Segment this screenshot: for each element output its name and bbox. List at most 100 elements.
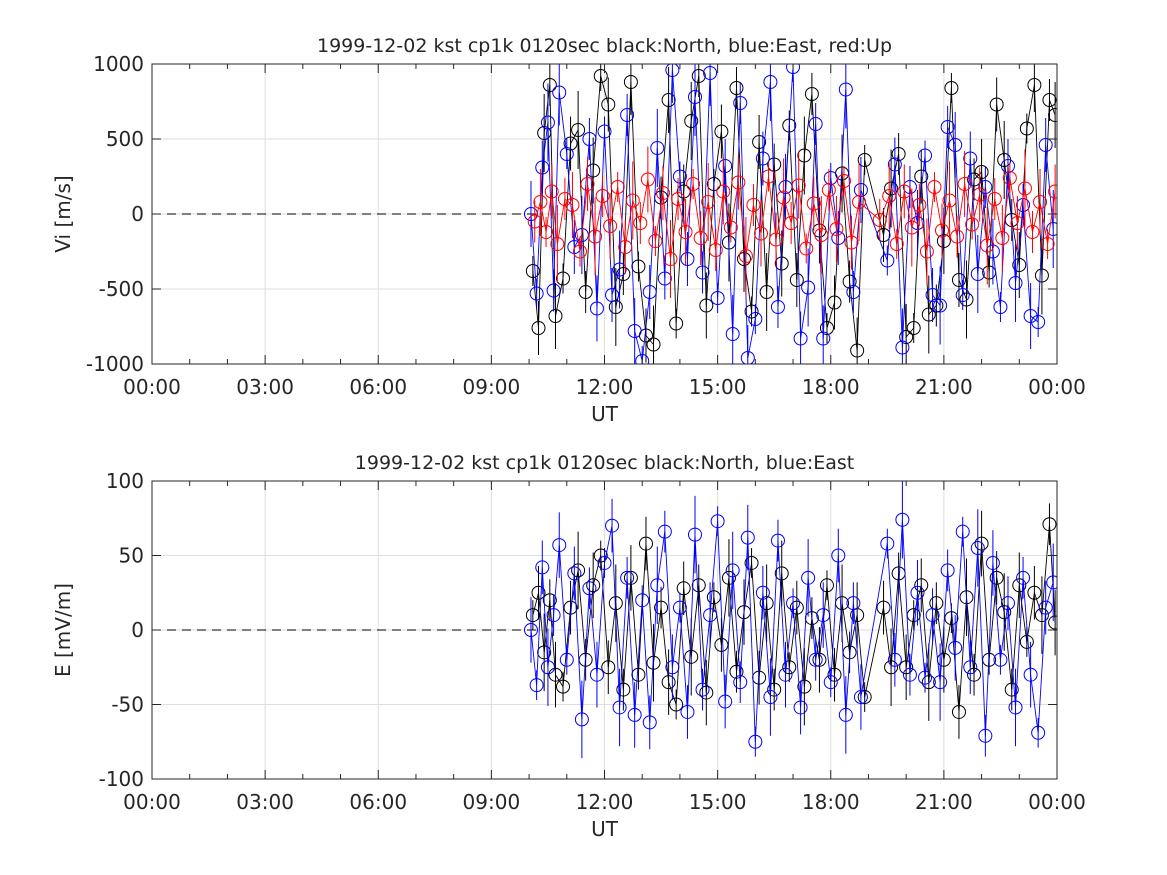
series-east-point xyxy=(763,75,778,89)
series-east-point xyxy=(978,180,993,194)
series-east-point xyxy=(940,563,955,578)
series-north-point xyxy=(804,87,819,101)
series-up-point xyxy=(957,177,972,191)
series-north-point xyxy=(797,148,812,163)
series-up-point xyxy=(942,193,957,208)
series-up-point xyxy=(882,189,897,203)
series-east-point xyxy=(559,652,574,667)
chart-title: 1999-12-02 kst cp1k 0120sec black:North,… xyxy=(355,452,854,474)
series-east-point xyxy=(831,548,846,563)
series-up-point xyxy=(791,178,806,193)
series-up-point xyxy=(769,232,784,247)
series-up-point xyxy=(686,177,701,191)
series-north-point xyxy=(714,637,729,652)
x-axis-label: UT xyxy=(591,402,619,426)
series-up-point xyxy=(1025,225,1040,239)
series-up-point xyxy=(1040,237,1055,251)
series-up-point xyxy=(1048,184,1057,199)
series-up-point xyxy=(987,192,1002,206)
series-north-point xyxy=(1042,93,1057,107)
series-east-point xyxy=(1016,570,1031,585)
series-north-point xyxy=(661,675,676,690)
series-east-point xyxy=(831,231,846,245)
series-east-point xyxy=(589,667,604,682)
series-east-point xyxy=(665,64,680,77)
x-tick-label: 06:00 xyxy=(349,375,407,399)
series-up-point xyxy=(844,235,859,250)
series-east-point xyxy=(963,151,978,166)
y-tick-label: -500 xyxy=(99,277,144,301)
series-north-point xyxy=(752,135,767,149)
series-north-point xyxy=(669,697,684,712)
series-up-point xyxy=(716,184,731,199)
series-east-point xyxy=(902,180,917,194)
series-east-point xyxy=(1031,725,1046,740)
series-north-point xyxy=(959,292,974,307)
series-up-point xyxy=(603,219,618,233)
series-north-point xyxy=(744,304,759,319)
series-east-point xyxy=(948,640,963,655)
series-north-point xyxy=(767,157,782,172)
series-north-point xyxy=(789,600,804,615)
series-up-point xyxy=(550,237,565,251)
series-east-point xyxy=(710,514,725,529)
series-up-point xyxy=(852,195,867,209)
x-tick-label: 15:00 xyxy=(689,790,747,814)
series-east-point xyxy=(770,300,785,314)
series-up-point xyxy=(836,174,851,188)
series-east-point xyxy=(635,593,650,608)
series-east-point xyxy=(902,667,917,682)
series-north-point xyxy=(556,271,571,286)
series-up-point xyxy=(678,225,693,239)
series-up-point xyxy=(580,177,595,191)
series-up-point xyxy=(671,192,686,206)
series-up-point xyxy=(527,214,542,229)
series-north-point xyxy=(744,555,759,570)
series-north-point xyxy=(906,321,921,335)
series-east-point xyxy=(523,207,538,221)
series-up-point xyxy=(693,231,708,245)
series-east-point xyxy=(786,64,801,74)
x-tick-label: 03:00 xyxy=(236,790,294,814)
series-north-point xyxy=(899,660,914,675)
x-tick-label: 18:00 xyxy=(802,790,860,814)
series-east-point xyxy=(838,82,853,97)
series-north-point xyxy=(944,81,959,95)
series-up-point xyxy=(640,172,655,187)
series-east-point xyxy=(880,536,895,551)
series-north-point xyxy=(774,566,789,581)
series-north-point xyxy=(951,704,966,719)
series-east-point xyxy=(895,340,910,355)
series-up-point xyxy=(829,222,844,236)
series-north-point xyxy=(691,578,706,593)
series-up-point xyxy=(655,186,670,200)
series-north-point xyxy=(759,596,774,611)
y-tick-label: 50 xyxy=(119,544,144,568)
series-east-point xyxy=(688,90,702,104)
series-east-point xyxy=(552,538,567,553)
series-north-point xyxy=(997,605,1012,620)
series-north-point xyxy=(721,570,736,585)
series-north-point xyxy=(729,81,744,95)
series-north-point xyxy=(812,652,827,667)
x-tick-label: 00:00 xyxy=(123,375,181,399)
x-tick-label: 18:00 xyxy=(802,375,860,399)
series-north-point xyxy=(623,570,638,585)
series-up-point xyxy=(934,223,949,238)
series-east-point xyxy=(672,600,687,615)
series-up-point xyxy=(995,231,1010,245)
series-east-point xyxy=(650,578,665,593)
series-north-line xyxy=(532,524,1056,713)
series-east-point xyxy=(546,283,561,298)
series-north-point xyxy=(797,679,812,694)
series-north-point xyxy=(1048,108,1057,122)
x-tick-label: 00:00 xyxy=(1028,790,1086,814)
series-north-point xyxy=(759,285,774,299)
series-east-point xyxy=(1038,600,1053,615)
series-up-point xyxy=(533,195,548,209)
series-east-point xyxy=(540,660,555,675)
series-east-point xyxy=(523,623,538,637)
series-north-point xyxy=(1048,615,1057,630)
series-east-point xyxy=(1046,575,1057,590)
series-east-point xyxy=(605,518,620,533)
